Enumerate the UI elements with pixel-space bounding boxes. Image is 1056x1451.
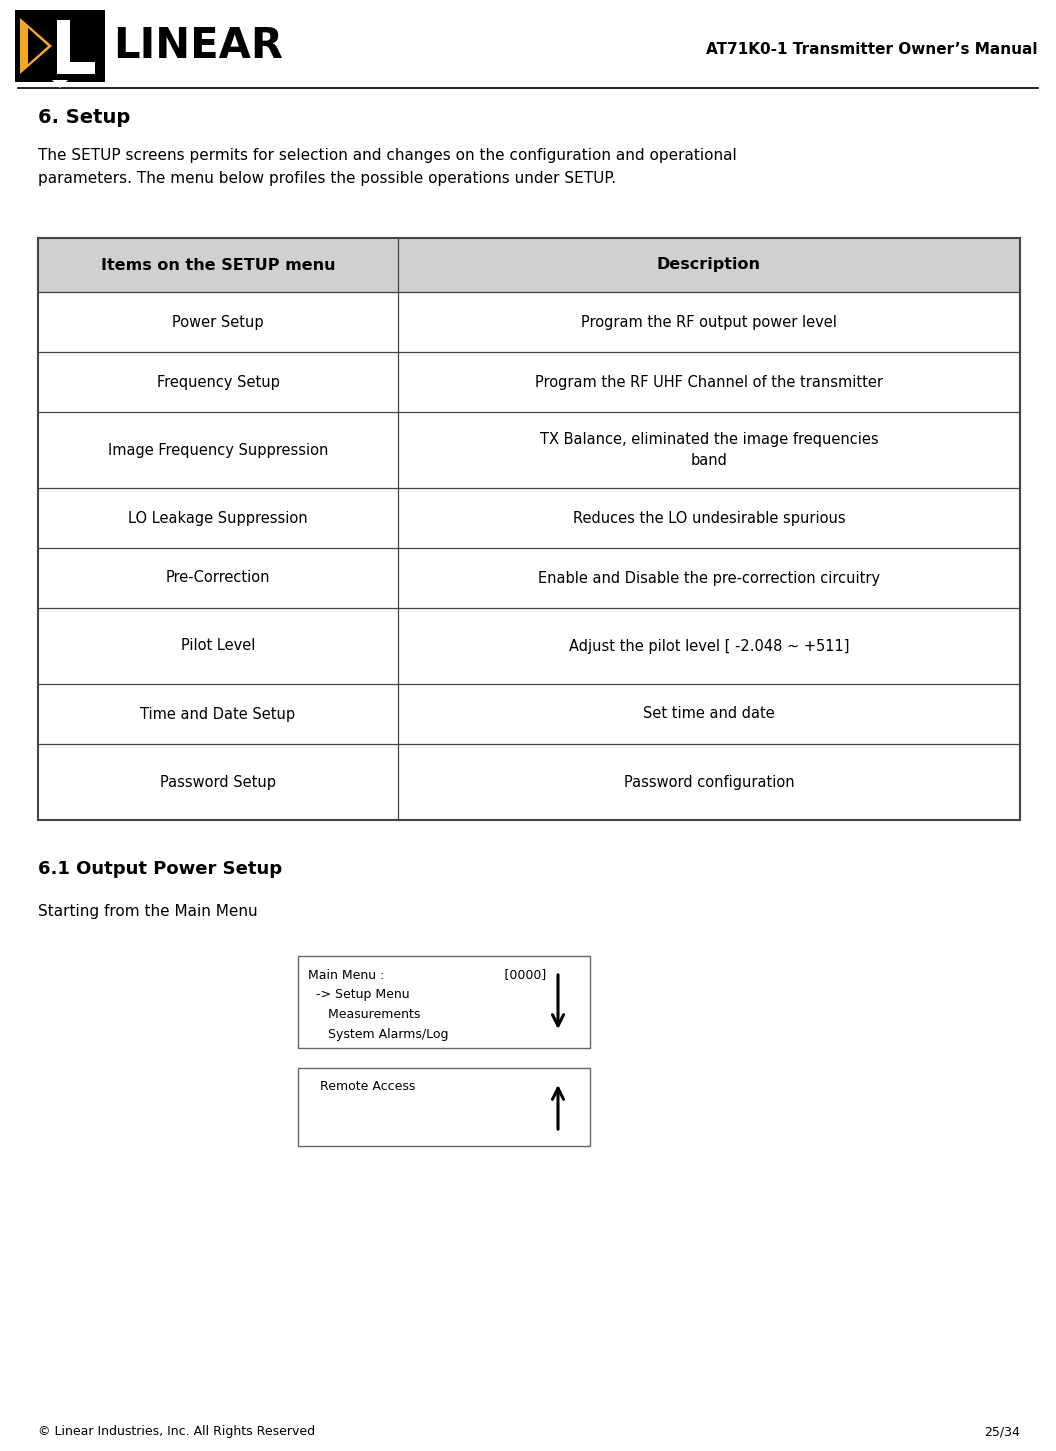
Text: © Linear Industries, Inc. All Rights Reserved: © Linear Industries, Inc. All Rights Res… [38,1425,315,1438]
Text: Main Menu :                              [0000]: Main Menu : [0000] [308,968,546,981]
Text: Password configuration: Password configuration [624,775,794,789]
Text: Description: Description [657,257,761,273]
Text: Adjust the pilot level [ -2.048 ~ +511]: Adjust the pilot level [ -2.048 ~ +511] [569,638,849,653]
Text: The SETUP screens permits for selection and changes on the configuration and ope: The SETUP screens permits for selection … [38,148,737,186]
Text: TX Balance, eliminated the image frequencies
band: TX Balance, eliminated the image frequen… [540,432,879,467]
Text: -> Setup Menu: -> Setup Menu [308,988,410,1001]
Text: Power Setup: Power Setup [172,315,264,329]
Bar [57,20,70,74]
Text: System Alarms/Log: System Alarms/Log [308,1027,449,1040]
Text: 25/34: 25/34 [984,1425,1020,1438]
Text: Enable and Disable the pre-correction circuitry: Enable and Disable the pre-correction ci… [538,570,880,586]
Text: Frequency Setup: Frequency Setup [156,374,280,389]
Text: 6.1 Output Power Setup: 6.1 Output Power Setup [38,860,282,878]
Text: Pre-Correction: Pre-Correction [166,570,270,586]
Text: 6. Setup: 6. Setup [38,107,130,128]
Polygon shape [29,28,48,64]
Polygon shape [20,17,52,74]
Text: LINEAR: LINEAR [113,25,283,67]
Text: Password Setup: Password Setup [161,775,276,789]
Text: Image Frequency Suppression: Image Frequency Suppression [108,443,328,457]
Polygon shape [52,80,68,89]
Text: Set time and date: Set time and date [643,707,775,721]
Bar [38,238,1020,820]
Bar [298,956,590,1048]
Text: Pilot Level: Pilot Level [181,638,256,653]
Text: Time and Date Setup: Time and Date Setup [140,707,296,721]
Text: Reduces the LO undesirable spurious: Reduces the LO undesirable spurious [572,511,845,525]
Bar [57,62,95,74]
Text: LO Leakage Suppression: LO Leakage Suppression [128,511,307,525]
Text: AT71K0-1 Transmitter Owner’s Manual: AT71K0-1 Transmitter Owner’s Manual [706,42,1038,58]
Bar [38,238,1020,292]
Bar [298,1068,590,1146]
Bar [15,10,105,83]
Text: Remote Access: Remote Access [308,1080,415,1093]
Text: Items on the SETUP menu: Items on the SETUP menu [100,257,335,273]
Text: Program the RF output power level: Program the RF output power level [581,315,837,329]
Text: Starting from the Main Menu: Starting from the Main Menu [38,904,258,918]
Text: Program the RF UHF Channel of the transmitter: Program the RF UHF Channel of the transm… [535,374,883,389]
Text: Measurements: Measurements [308,1008,420,1022]
